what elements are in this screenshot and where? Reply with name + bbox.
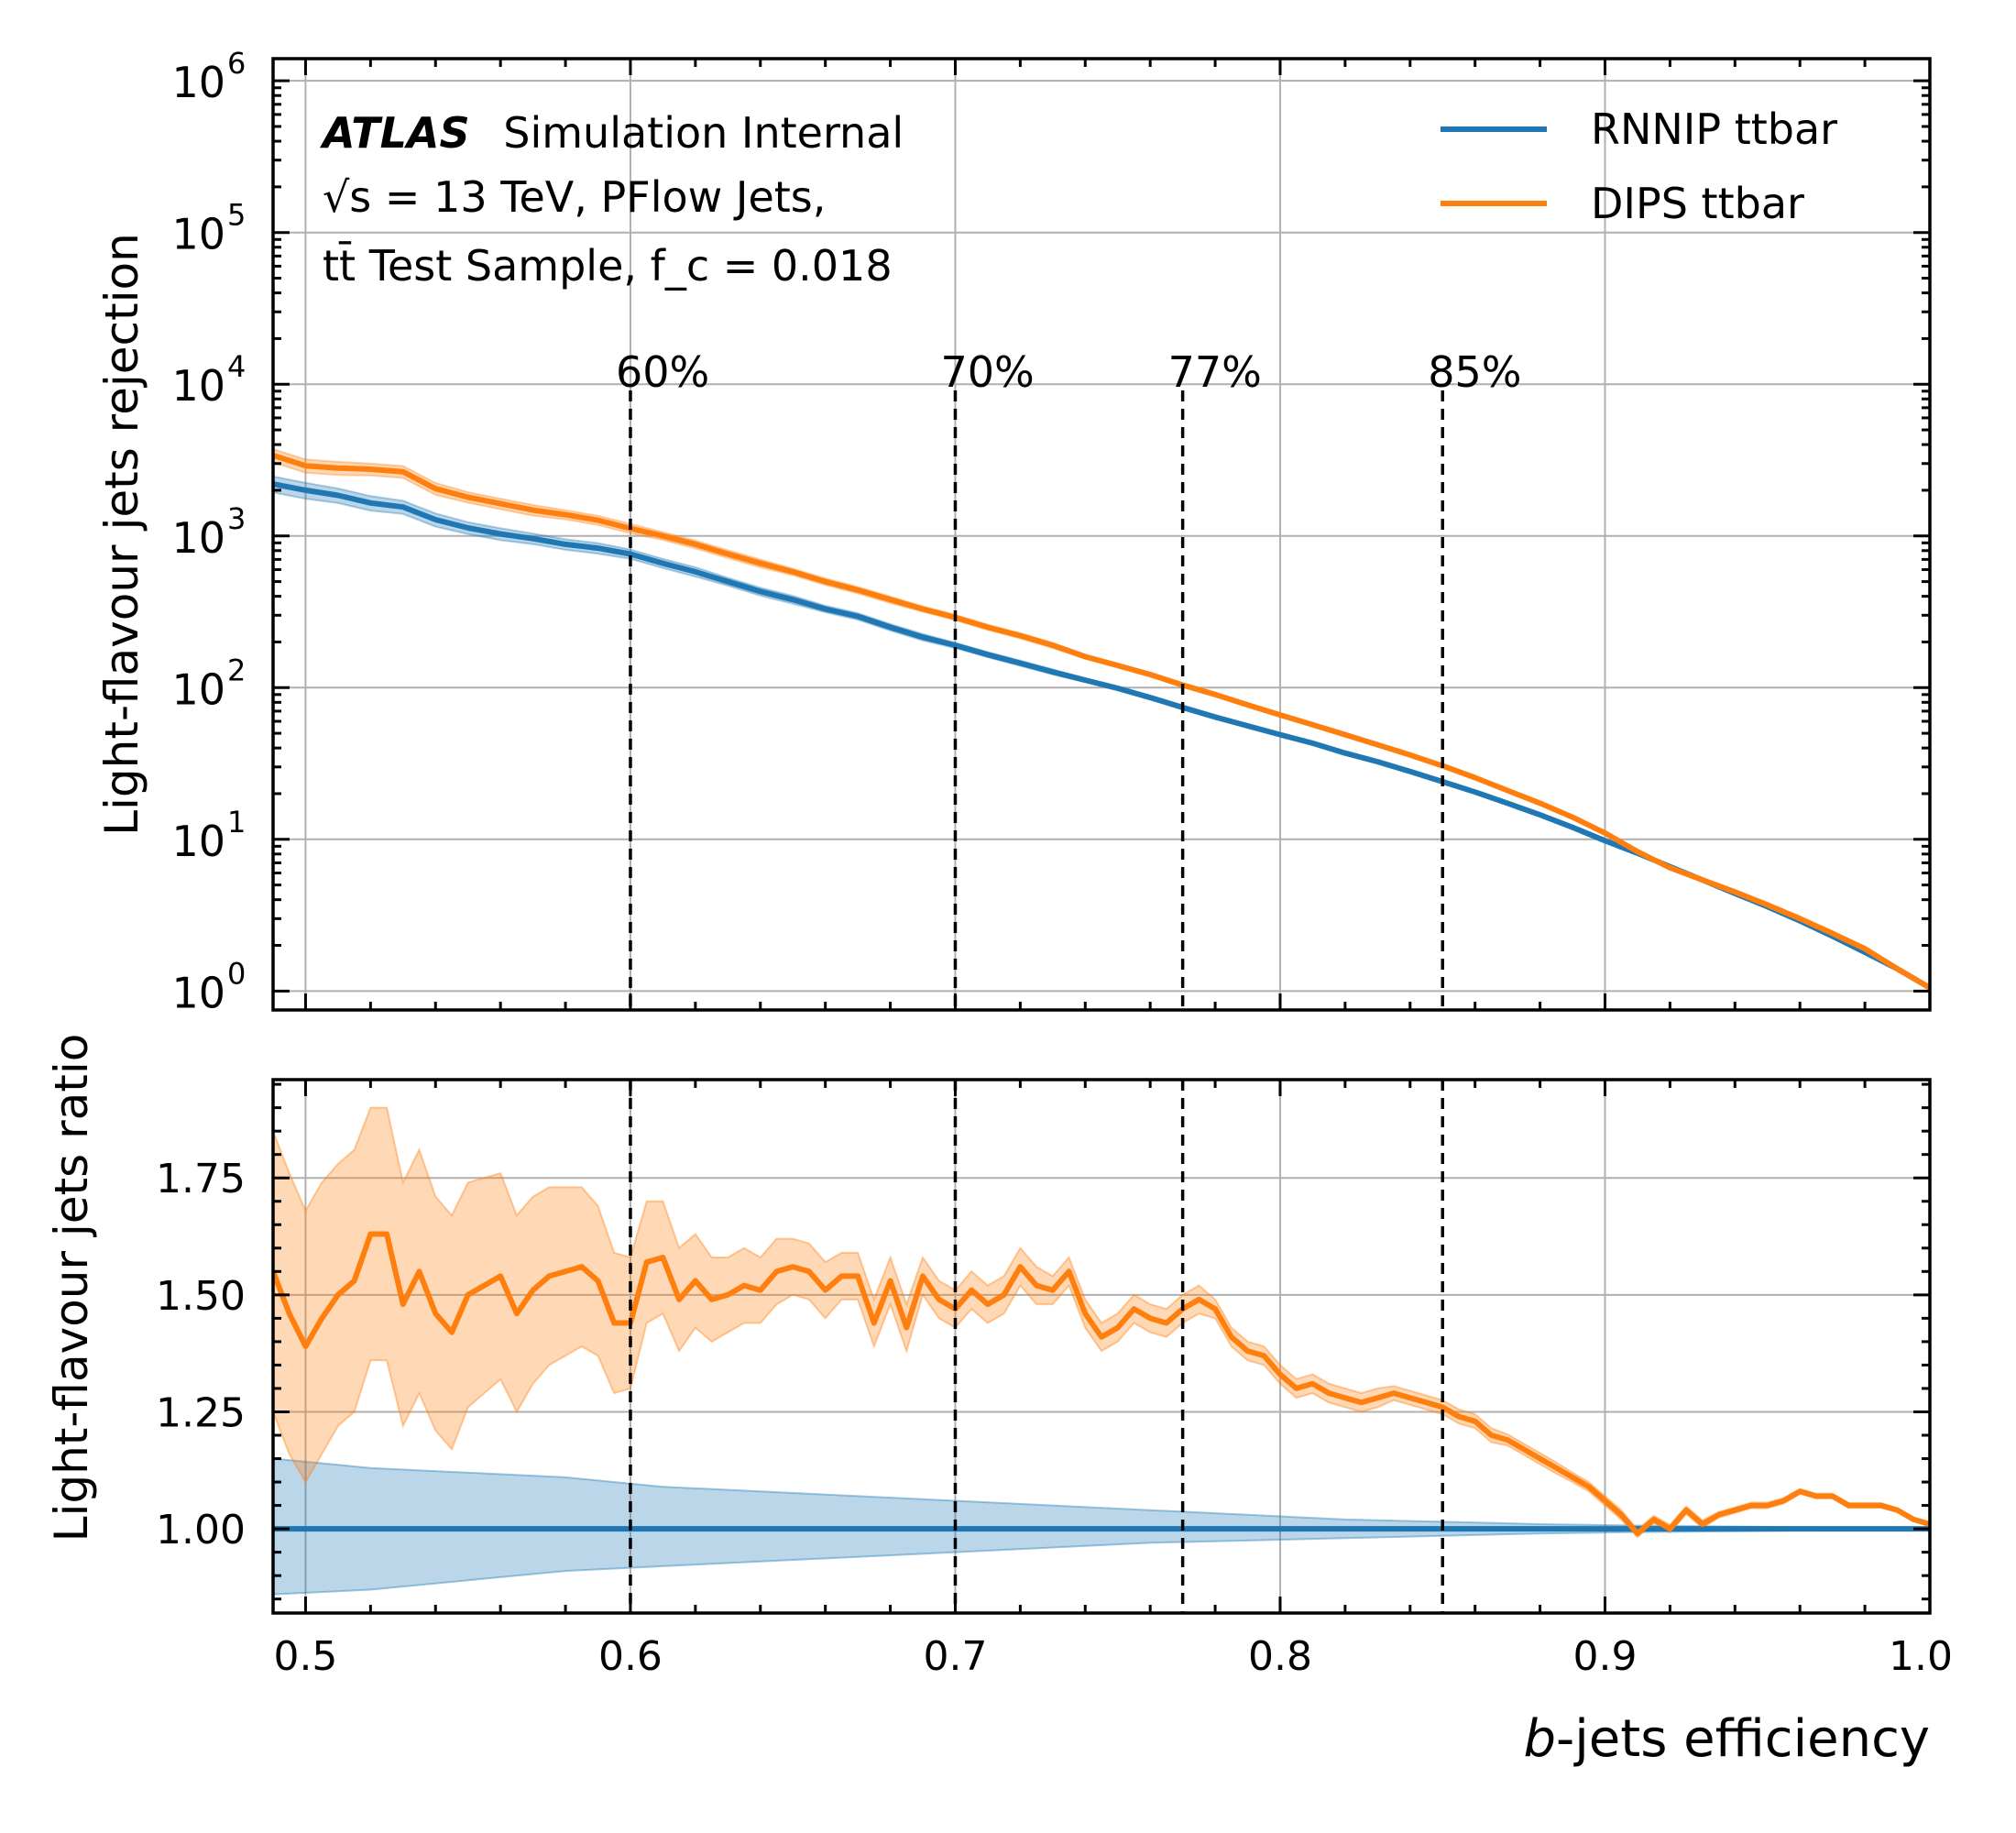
- band-ratio-dips: [273, 1106, 1930, 1539]
- sample-label: tt̄ Test Sample, f_c = 0.018: [323, 241, 893, 291]
- x-tick-label: 0.5: [273, 1633, 337, 1680]
- y-tick-label: 1.25: [156, 1389, 246, 1436]
- y-tick-label: 1.50: [156, 1273, 246, 1320]
- wp-label: 60%: [616, 347, 709, 397]
- energy-label: √s = 13 TeV, PFlow Jets,: [323, 172, 826, 222]
- bottom-working-points: [629, 1080, 1444, 1613]
- y-tick-label-exponent: 2: [227, 653, 246, 687]
- x-tick-label: 0.9: [1572, 1633, 1637, 1680]
- bottom-series-lines: [273, 1231, 1930, 1537]
- top-y-axis-label: Light-flavour jets rejection: [95, 233, 148, 836]
- y-tick-label: 10: [171, 817, 225, 866]
- y-tick-label-exponent: 6: [227, 46, 246, 81]
- y-tick-label: 1.00: [156, 1507, 246, 1553]
- y-tick-label: 10: [171, 664, 225, 714]
- top-plot-frame: [271, 57, 1932, 1012]
- y-tick-label-exponent: 4: [227, 349, 246, 384]
- x-tick-labels: 0.5 0.6 0.7 0.8 0.9 1.0: [273, 1633, 1953, 1680]
- legend-label-rnnip: RNNIP ttbar: [1591, 104, 1837, 154]
- line-dips: [273, 452, 1930, 991]
- band-rnnip: [273, 475, 1930, 990]
- wp-label: 77%: [1168, 347, 1262, 397]
- y-tick-label: 10: [171, 361, 225, 411]
- y-tick-label: 10: [171, 513, 225, 563]
- band-dips: [273, 447, 1930, 990]
- bottom-plot-frame: [271, 1078, 1932, 1615]
- x-tick-label: 0.6: [598, 1633, 663, 1680]
- line-ratio-dips: [273, 1231, 1930, 1537]
- legend-label-dips: DIPS ttbar: [1591, 179, 1804, 228]
- top-uncertainty-bands: [273, 447, 1930, 990]
- y-tick-label-exponent: 0: [227, 956, 246, 991]
- x-axis-label-rest: -jets efficiency: [1556, 1709, 1930, 1769]
- atlas-label: ATLAS: [320, 108, 470, 158]
- line-rnnip: [273, 481, 1930, 991]
- wp-label: 85%: [1428, 347, 1521, 397]
- y-tick-label-exponent: 5: [227, 198, 246, 233]
- y-tick-label: 10: [171, 968, 225, 1017]
- bottom-y-tick-labels: 1.00 1.25 1.50 1.75: [156, 1156, 246, 1553]
- bottom-uncertainty-bands: [273, 1106, 1930, 1596]
- x-axis-label: b-jets efficiency: [1523, 1709, 1930, 1769]
- y-tick-label: 10: [171, 58, 225, 107]
- x-tick-label: 0.7: [923, 1633, 987, 1680]
- bottom-y-axis-label: Light-flavour jets ratio: [45, 1034, 98, 1542]
- top-series-lines: [273, 452, 1930, 991]
- wp-label: 70%: [940, 347, 1034, 397]
- x-axis-label-italic: b: [1523, 1709, 1556, 1769]
- legend: RNNIP ttbar DIPS ttbar: [1441, 104, 1837, 228]
- x-tick-label: 0.8: [1248, 1633, 1312, 1680]
- y-tick-label: 1.75: [156, 1156, 246, 1202]
- top-working-points: 60% 70% 77% 85%: [616, 347, 1521, 1010]
- svg-text:ATLAS Simulation Interna: ATLAS Simulation Internal: [320, 108, 904, 158]
- x-tick-label: 1.0: [1889, 1633, 1953, 1680]
- y-tick-label-exponent: 1: [227, 805, 246, 840]
- atlas-status: Simulation Internal: [503, 108, 904, 158]
- y-tick-label-exponent: 3: [227, 501, 246, 536]
- y-tick-label: 10: [171, 210, 225, 259]
- atlas-annotation: ATLAS Simulation Internal √s = 13 TeV, P…: [320, 108, 904, 291]
